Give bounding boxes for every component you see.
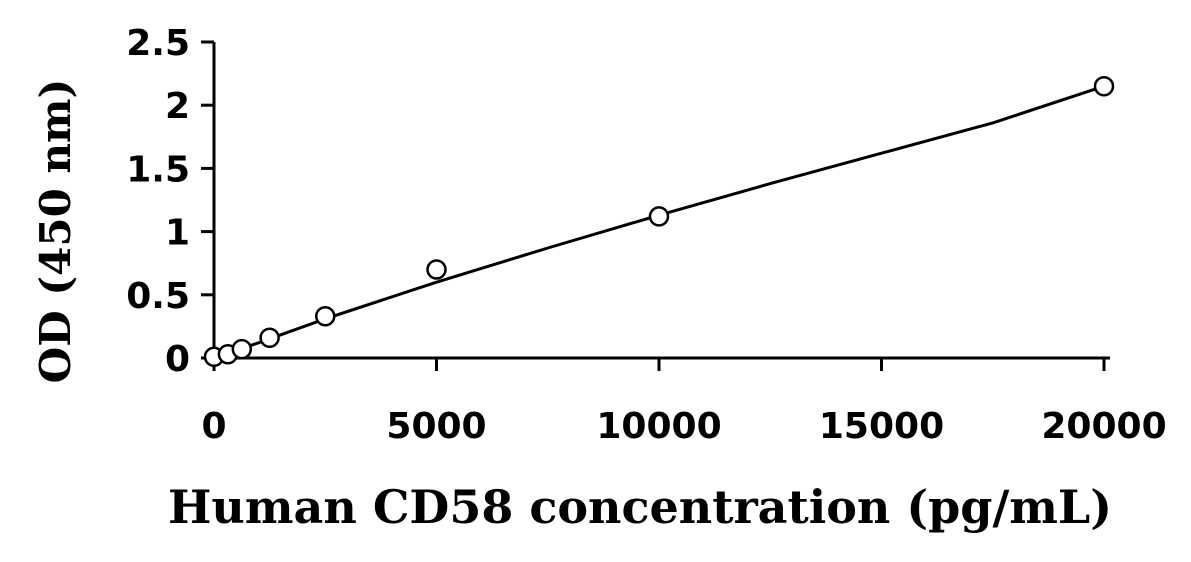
- data-point: [648, 206, 670, 227]
- fit-curve-layer: [213, 84, 1105, 360]
- y-axis-ticks: 0 0.5 1 1.5 2 2.5: [126, 23, 214, 380]
- data-point: [426, 259, 447, 280]
- data-points-layer: [203, 75, 1115, 367]
- y-tick-label: 1: [165, 213, 190, 254]
- x-tick-label: 10000: [596, 406, 721, 447]
- y-tick-label: 2: [165, 86, 190, 127]
- x-axis-ticks: 0 5000 10000 15000 20000: [201, 358, 1167, 447]
- x-tick-label: 15000: [819, 406, 944, 447]
- y-axis-title: OD (450 nm): [31, 79, 80, 384]
- axes: [212, 42, 1110, 360]
- data-point: [259, 327, 280, 349]
- data-point: [1093, 75, 1115, 97]
- x-tick-label: 5000: [386, 406, 486, 447]
- fit-curve-line: [213, 84, 1105, 360]
- data-point: [231, 338, 253, 360]
- y-tick-label: 2.5: [126, 23, 190, 64]
- y-tick-label: 0.5: [126, 276, 190, 317]
- x-tick-label: 20000: [1041, 406, 1166, 447]
- y-tick-label: 1.5: [126, 149, 190, 190]
- x-axis-title: Human CD58 concentration (pg/mL): [168, 480, 1112, 534]
- x-tick-label: 0: [201, 406, 226, 447]
- data-point: [315, 306, 336, 327]
- y-tick-label: 0: [165, 339, 190, 380]
